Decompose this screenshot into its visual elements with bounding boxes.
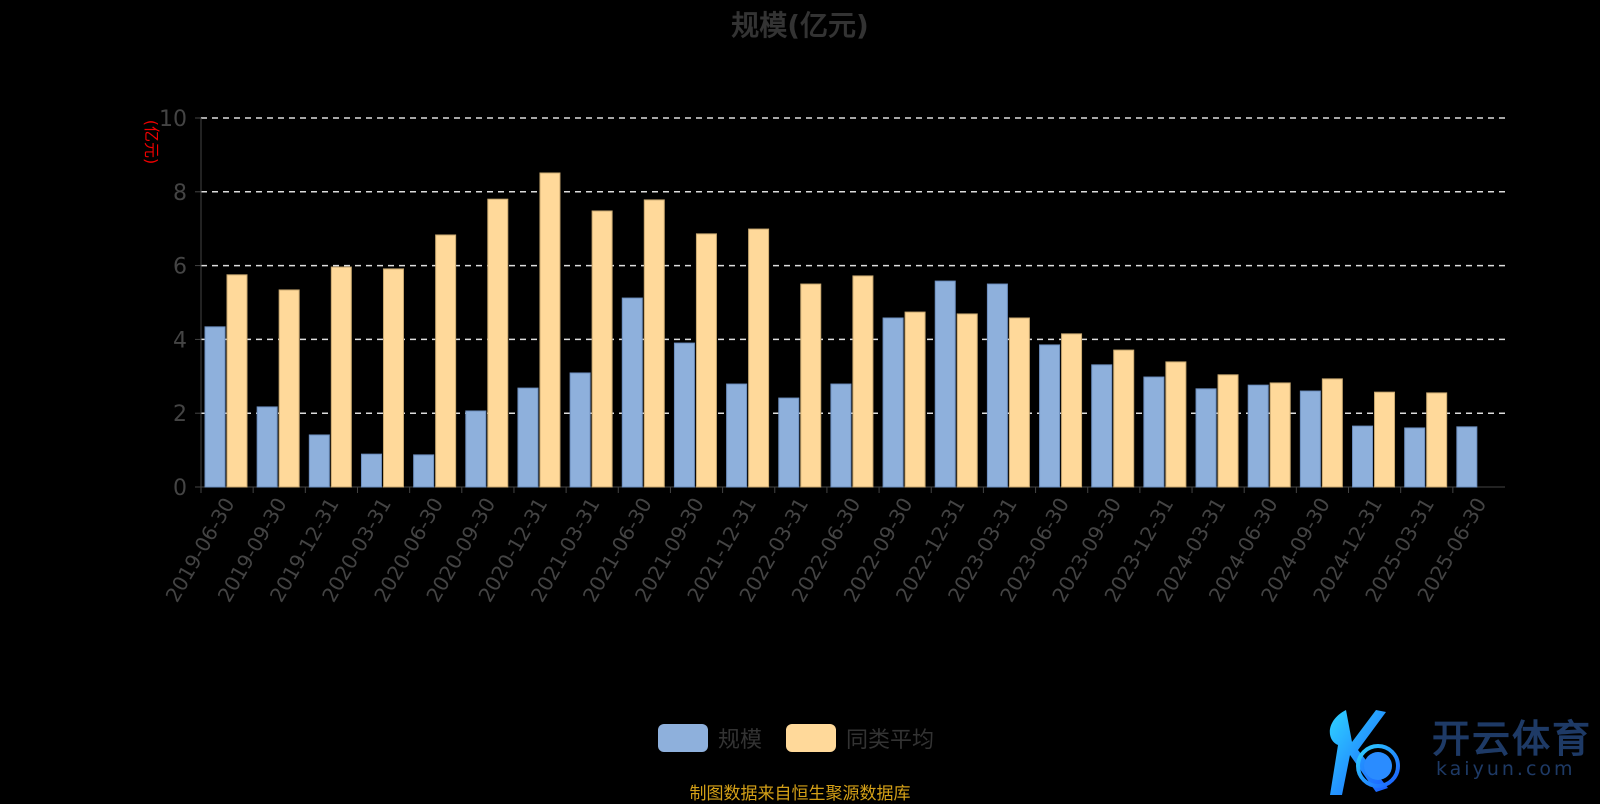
bar-scale [673, 342, 695, 488]
bar-peer-average [591, 210, 613, 488]
legend-swatch-scale [658, 724, 708, 752]
bar-peer-average [1061, 333, 1083, 488]
bar-scale [308, 434, 330, 488]
bar-scale [1352, 425, 1374, 488]
bar-peer-average [1165, 361, 1187, 488]
bar-scale [1091, 364, 1113, 488]
bar-scale [256, 406, 278, 488]
bar-peer-average [487, 198, 509, 488]
bar-peer-average [330, 266, 352, 488]
legend: 规模 同类平均 [658, 722, 948, 754]
bar-scale [621, 297, 643, 488]
bar-scale [413, 454, 435, 488]
bar-scale [569, 372, 591, 488]
bar-scale [934, 280, 956, 488]
legend-label-peer-average: 同类平均 [846, 728, 935, 753]
bar-peer-average [435, 234, 457, 488]
bar-peer-average [852, 275, 874, 488]
bar-peer-average [956, 313, 978, 488]
bar-scale [986, 283, 1008, 488]
bar-scale [1247, 384, 1269, 488]
bar-scale [1143, 376, 1165, 488]
legend-item-scale[interactable]: 规模 [658, 722, 762, 754]
y-tick-label: 0 [173, 476, 187, 501]
bar-peer-average [1426, 392, 1448, 488]
bar-peer-average [382, 268, 404, 488]
y-tick-label: 2 [173, 402, 187, 427]
bar-scale [517, 387, 539, 488]
bar-scale [204, 326, 226, 488]
legend-item-peer-average[interactable]: 同类平均 [786, 722, 934, 754]
bar-peer-average [1113, 349, 1135, 488]
bar-scale [778, 397, 800, 488]
y-tick-label: 10 [159, 107, 187, 132]
bar-peer-average [539, 172, 561, 488]
bar-peer-average [695, 233, 717, 488]
bar-peer-average [748, 228, 770, 488]
bar-peer-average [904, 311, 926, 488]
bar-peer-average [643, 199, 665, 488]
bar-scale [465, 410, 487, 488]
y-tick-label: 4 [173, 328, 187, 353]
watermark-cn: 开云体育 [1432, 717, 1593, 761]
legend-swatch-peer-average [786, 724, 837, 752]
y-axis-label: (亿元) [142, 120, 161, 165]
bar-scale [360, 453, 382, 488]
bar-scale [726, 383, 748, 488]
bar-chart: 0246810(亿元)2019-06-302019-09-302019-12-3… [142, 107, 1505, 606]
chart-title: 规模(亿元) [731, 9, 869, 42]
bar-peer-average [1269, 382, 1291, 488]
bar-peer-average [1374, 391, 1396, 488]
bar-peer-average [800, 283, 822, 488]
bar-peer-average [1321, 378, 1343, 488]
data-source-note: 制图数据来自恒生聚源数据库 [689, 784, 911, 804]
y-tick-label: 6 [173, 255, 187, 280]
watermark-en: kaiyun.com [1436, 758, 1576, 780]
y-tick-label: 8 [173, 181, 187, 206]
bar-scale [830, 383, 852, 488]
bar-scale [1299, 390, 1321, 488]
bar-peer-average [1008, 317, 1030, 488]
bar-scale [882, 317, 904, 488]
bar-peer-average [226, 274, 248, 488]
bar-scale [1456, 426, 1478, 488]
legend-label-scale: 规模 [718, 728, 763, 753]
bar-scale [1404, 427, 1426, 488]
bar-peer-average [1217, 374, 1239, 488]
kaiyun-logo [1329, 710, 1400, 795]
bar-scale [1039, 344, 1061, 488]
bar-peer-average [278, 289, 300, 488]
bar-scale [1195, 388, 1217, 488]
